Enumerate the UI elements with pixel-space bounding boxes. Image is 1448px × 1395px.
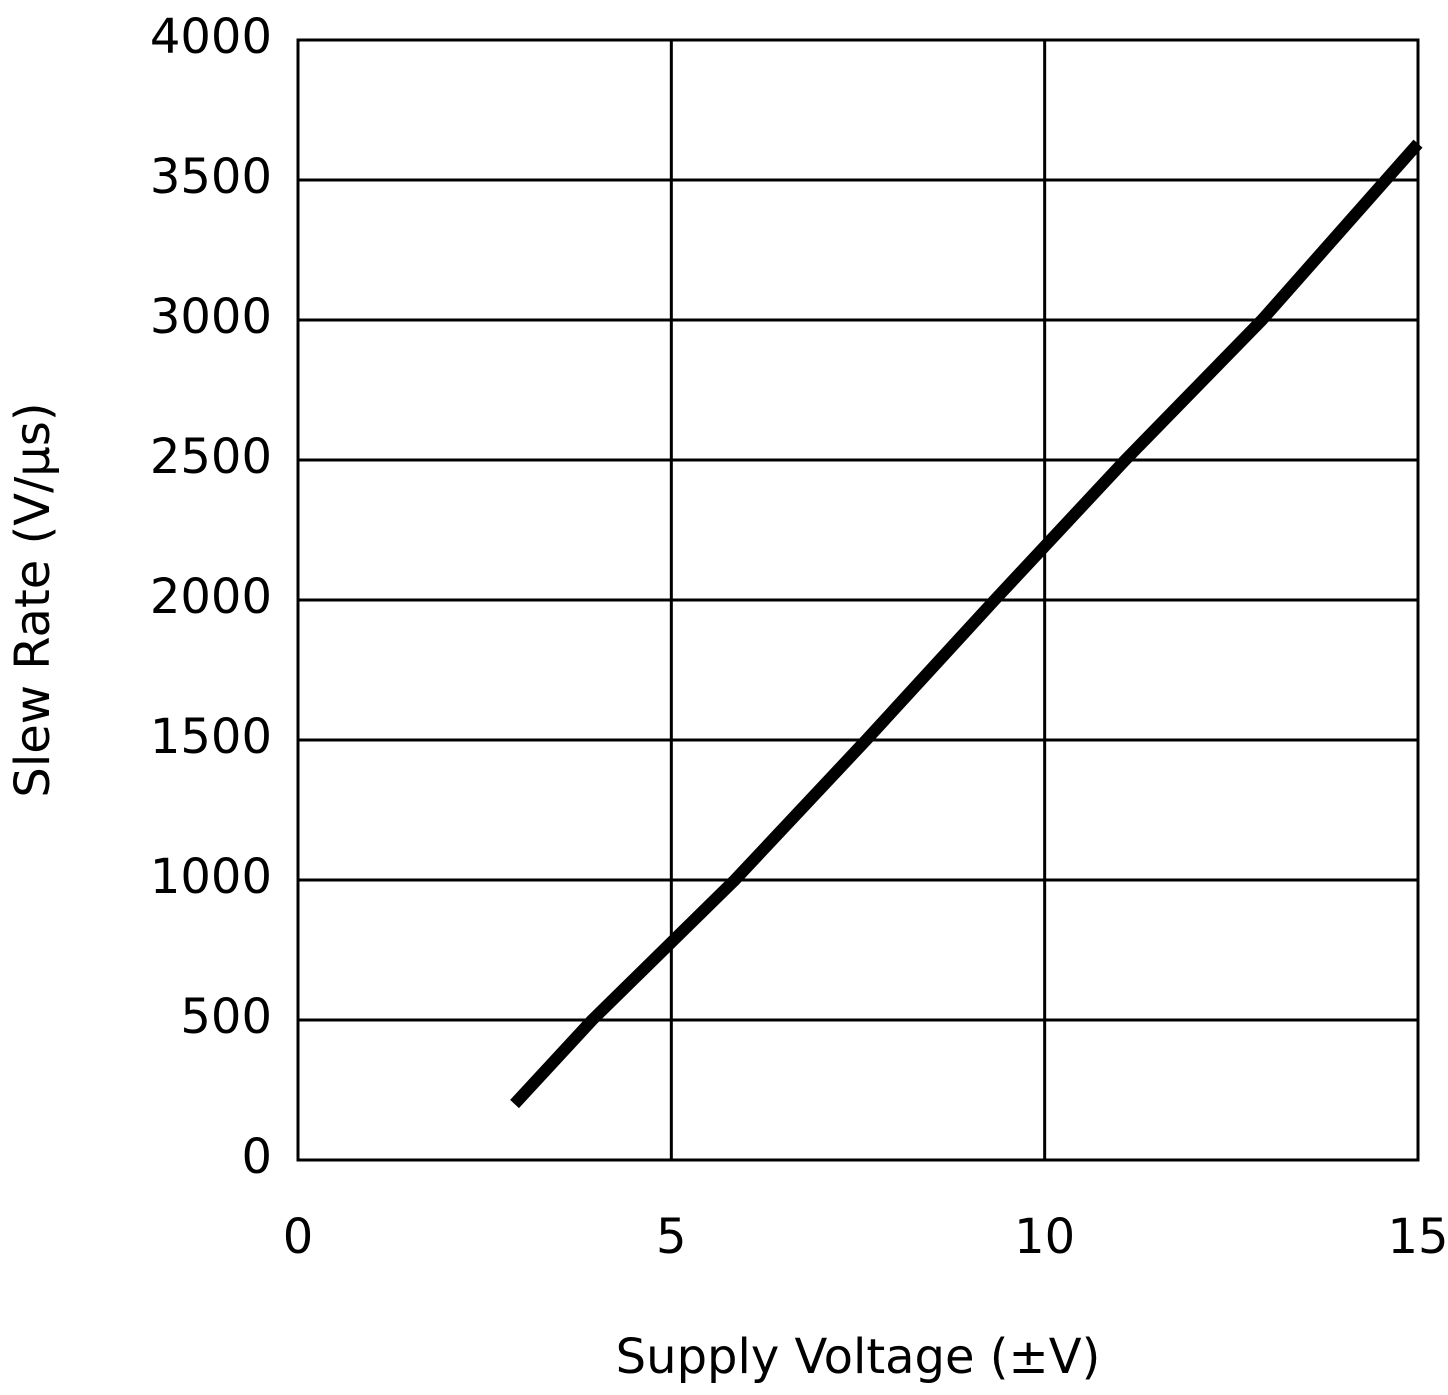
x-tick-label: 15 <box>1387 1209 1448 1265</box>
x-tick-label: 5 <box>656 1209 687 1265</box>
y-tick-label: 1000 <box>150 849 272 905</box>
y-tick-label: 1500 <box>150 709 272 765</box>
y-tick-label: 2500 <box>150 429 272 485</box>
y-tick-label: 3500 <box>150 149 272 205</box>
y-tick-label: 4000 <box>150 9 272 65</box>
y-tick-label: 0 <box>241 1129 272 1185</box>
x-tick-label: 10 <box>1014 1209 1075 1265</box>
y-axis-label: Slew Rate (V/μs) <box>5 402 61 797</box>
x-axis-label: Supply Voltage (±V) <box>616 1329 1101 1385</box>
y-tick-label: 3000 <box>150 289 272 345</box>
y-tick-label: 2000 <box>150 569 272 625</box>
x-tick-label: 0 <box>283 1209 314 1265</box>
y-tick-label: 500 <box>180 989 272 1045</box>
data-line <box>510 139 1423 1109</box>
